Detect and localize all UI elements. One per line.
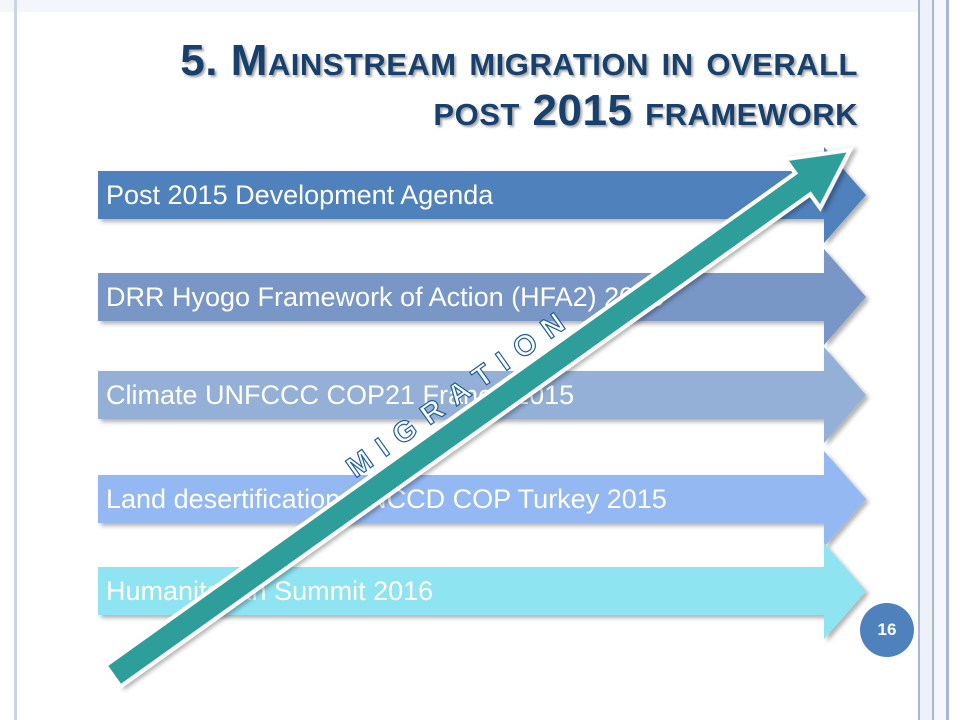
page-number-badge: 16	[860, 603, 914, 657]
slide-title: 5. Mainstream migration in overall post …	[58, 36, 858, 136]
slide-title-line-1: 5. Mainstream migration in overall	[180, 36, 858, 85]
frame-right-strip	[918, 0, 960, 720]
framework-arrow-shape	[98, 147, 866, 243]
framework-arrow: DRR Hyogo Framework of Action (HFA2) 201…	[98, 249, 866, 345]
slide-title-line-2: post 2015 framework	[433, 86, 858, 135]
framework-arrow-label: Post 2015 Development Agenda	[106, 180, 494, 210]
framework-arrow-shape	[98, 451, 866, 547]
frame-left-line	[14, 0, 17, 720]
framework-arrow-label: DRR Hyogo Framework of Action (HFA2) 201…	[106, 282, 664, 312]
frame-top	[0, 0, 960, 12]
framework-arrow: Land desertification UNCCD COP Turkey 20…	[98, 451, 866, 547]
migration-arrow-shape	[102, 147, 854, 690]
framework-arrow: Post 2015 Development Agenda	[98, 147, 866, 243]
